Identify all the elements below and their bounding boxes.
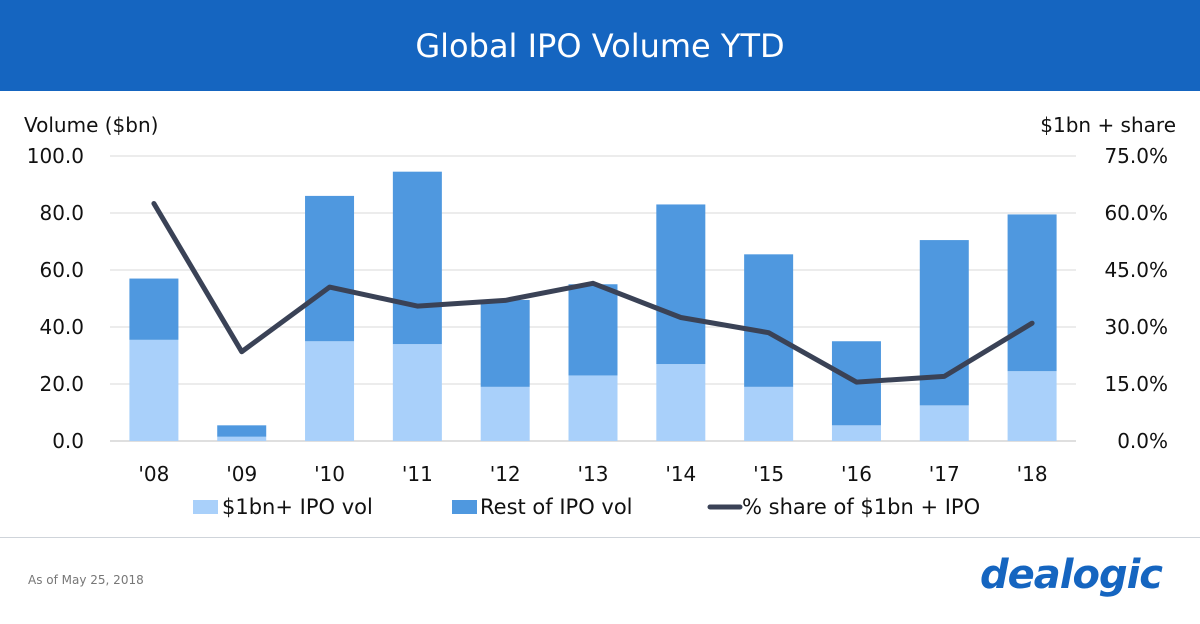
bar-1bn-ipo-vol bbox=[129, 339, 179, 441]
y-axis-title: Volume ($bn) bbox=[24, 113, 158, 137]
y2-tick-label: 60.0% bbox=[1104, 201, 1168, 225]
x-tick-label: '10 bbox=[314, 462, 345, 486]
y2-tick-label: 30.0% bbox=[1104, 315, 1168, 339]
bar-1bn-ipo-vol bbox=[568, 375, 618, 441]
bar-1bn-ipo-vol bbox=[744, 386, 794, 441]
x-tick-label: '18 bbox=[1017, 462, 1048, 486]
bar-rest-ipo-vol bbox=[919, 240, 969, 406]
bar-rest-ipo-vol bbox=[480, 299, 530, 387]
x-tick-label: '14 bbox=[665, 462, 696, 486]
y2-tick-label: 15.0% bbox=[1104, 372, 1168, 396]
bar-1bn-ipo-vol bbox=[919, 405, 969, 441]
y2-tick-label: 75.0% bbox=[1104, 144, 1168, 168]
legend-swatch-1bn-ipo-vol bbox=[193, 500, 218, 514]
bar-rest-ipo-vol bbox=[305, 195, 355, 342]
y2-tick-label: 45.0% bbox=[1104, 258, 1168, 282]
x-tick-label: '16 bbox=[841, 462, 872, 486]
bar-rest-ipo-vol bbox=[656, 204, 706, 365]
legend-label-share-line: % share of $1bn + IPO bbox=[742, 495, 980, 519]
bar-rest-ipo-vol bbox=[568, 284, 618, 376]
bar-rest-ipo-vol bbox=[217, 425, 267, 437]
bar-rest-ipo-vol bbox=[392, 171, 442, 345]
dealogic-logo: dealogic bbox=[980, 552, 1163, 598]
x-tick-label: '11 bbox=[402, 462, 433, 486]
y-tick-label: 0.0 bbox=[52, 429, 84, 453]
as-of-date: As of May 25, 2018 bbox=[28, 573, 144, 587]
y2-axis-title: $1bn + share bbox=[1040, 113, 1176, 137]
footer-divider bbox=[0, 537, 1200, 538]
bar-1bn-ipo-vol bbox=[480, 386, 530, 441]
bar-1bn-ipo-vol bbox=[1007, 371, 1057, 441]
y-tick-label: 100.0 bbox=[27, 144, 84, 168]
legend-label-1bn-ipo-vol: $1bn+ IPO vol bbox=[222, 495, 373, 519]
x-tick-label: '12 bbox=[490, 462, 521, 486]
x-tick-label: '13 bbox=[578, 462, 609, 486]
y-tick-label: 60.0 bbox=[39, 258, 84, 282]
y-tick-label: 40.0 bbox=[39, 315, 84, 339]
y2-tick-label: 0.0% bbox=[1117, 429, 1168, 453]
bar-rest-ipo-vol bbox=[1007, 214, 1057, 372]
title-banner: Global IPO Volume YTD bbox=[0, 0, 1200, 91]
bar-rest-ipo-vol bbox=[129, 278, 179, 340]
bar-1bn-ipo-vol bbox=[305, 341, 355, 441]
x-tick-label: '09 bbox=[226, 462, 257, 486]
y-tick-label: 20.0 bbox=[39, 372, 84, 396]
bar-1bn-ipo-vol bbox=[656, 364, 706, 441]
chart-title: Global IPO Volume YTD bbox=[415, 26, 785, 65]
x-tick-label: '08 bbox=[138, 462, 169, 486]
y-tick-label: 80.0 bbox=[39, 201, 84, 225]
legend-swatch-rest-ipo-vol bbox=[452, 500, 477, 514]
x-tick-label: '17 bbox=[929, 462, 960, 486]
bar-rest-ipo-vol bbox=[744, 254, 794, 387]
bar-1bn-ipo-vol bbox=[217, 436, 267, 441]
legend-label-rest-ipo-vol: Rest of IPO vol bbox=[480, 495, 633, 519]
bar-1bn-ipo-vol bbox=[831, 425, 881, 441]
line-share-1bn-ipo bbox=[151, 201, 1035, 385]
chart-area: 0.0 0.0% 20.0 15.0% 40.0 30.0% 60.0 45.0% 80.0 60… bbox=[24, 113, 1176, 519]
bar-1bn-ipo-vol bbox=[392, 344, 442, 441]
x-tick-label: '15 bbox=[753, 462, 784, 486]
